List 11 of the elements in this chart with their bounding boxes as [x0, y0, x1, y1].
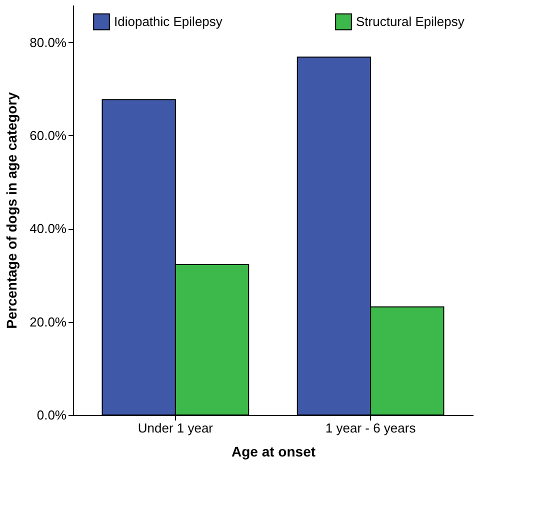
y-tick-label: 0.0%: [36, 408, 67, 422]
y-axis-title: Percentage of dogs in age category: [4, 92, 20, 329]
y-tick-label: 60.0%: [30, 128, 67, 143]
legend-label: Structural Epilepsy: [356, 14, 465, 29]
x-tick-label: 1 year - 6 years: [325, 420, 416, 436]
x-axis-title: Age at onset: [231, 444, 316, 460]
legend-label: Idiopathic Epilepsy: [114, 14, 223, 29]
y-tick-label: 20.0%: [30, 314, 67, 330]
y-tick-label: 40.0%: [30, 221, 67, 236]
x-tick-label: Under 1 year: [138, 420, 214, 436]
y-tick-label: 80.0%: [30, 34, 67, 50]
